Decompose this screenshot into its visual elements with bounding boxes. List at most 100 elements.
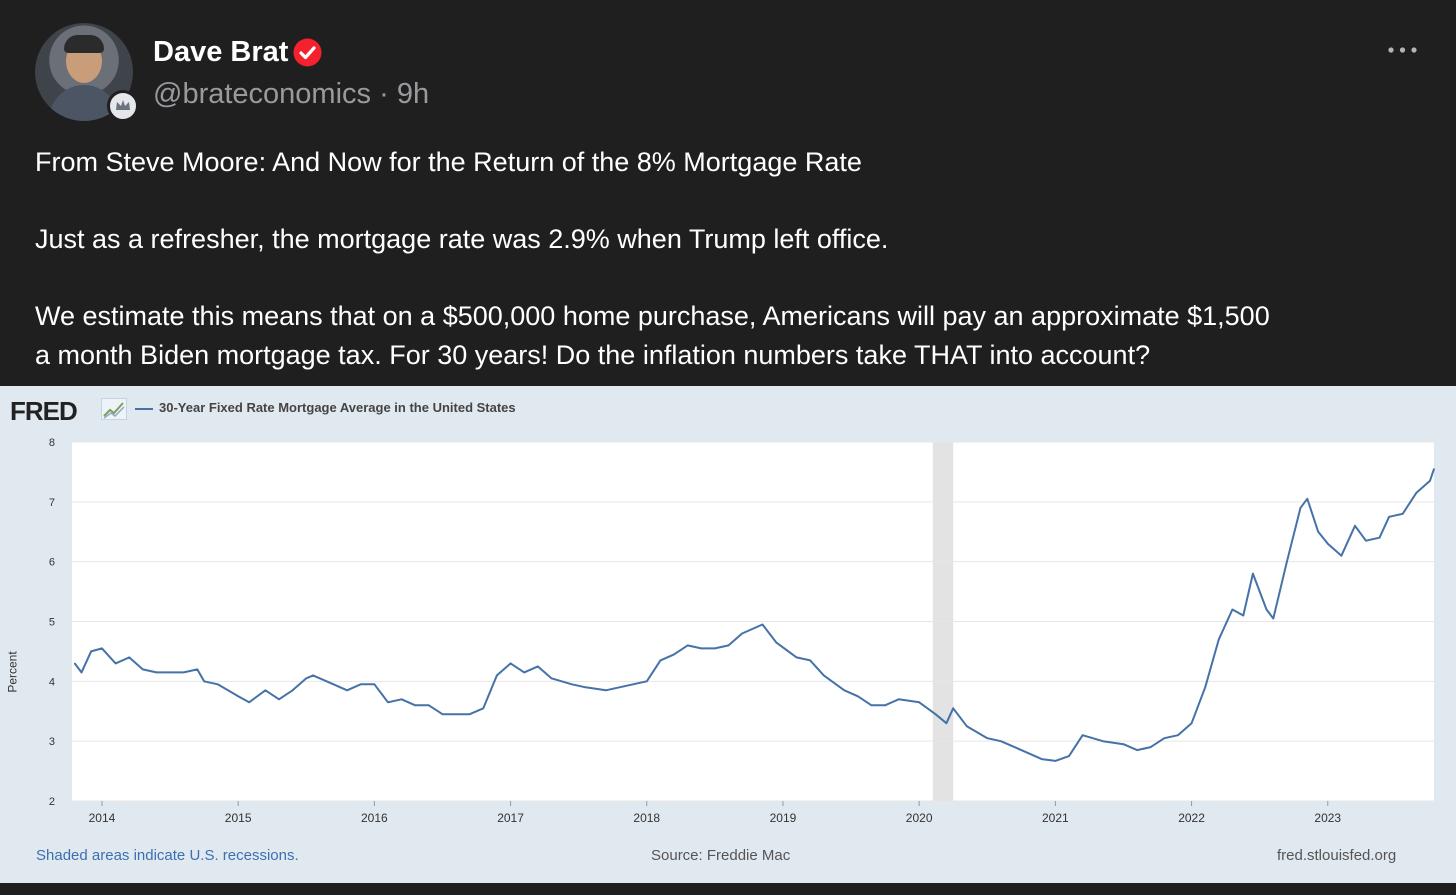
- post-age[interactable]: 9h: [396, 78, 430, 110]
- data-point: [332, 683, 335, 686]
- data-point: [1242, 614, 1245, 617]
- data-point: [1000, 740, 1002, 742]
- data-point: [182, 671, 185, 674]
- data-point: [1040, 758, 1043, 760]
- data-point: [523, 671, 525, 674]
- data-point: [659, 659, 662, 662]
- verified-check-icon: [293, 38, 322, 67]
- data-point: [373, 683, 376, 686]
- data-point: [1317, 530, 1320, 533]
- data-point: [482, 707, 485, 710]
- x-tick-label: 2020: [906, 811, 933, 825]
- data-point: [196, 668, 199, 671]
- post-paragraph: Just as a refresher, the mortgage rate w…: [35, 224, 889, 254]
- data-point: [1149, 746, 1152, 748]
- data-point: [1286, 560, 1288, 563]
- chart-site-link[interactable]: fred.stlouisfed.org: [1277, 847, 1397, 864]
- more-horizontal-icon[interactable]: [1387, 40, 1419, 60]
- data-point: [128, 656, 131, 659]
- data-point: [359, 683, 362, 686]
- data-point: [673, 653, 675, 656]
- data-point: [952, 707, 955, 710]
- data-point: [645, 680, 648, 683]
- x-tick-label: 2023: [1314, 811, 1341, 825]
- data-point: [509, 662, 512, 665]
- data-point: [278, 698, 280, 701]
- data-point: [966, 725, 968, 728]
- data-point: [387, 701, 389, 704]
- handle-line: @brateconomics · 9h: [153, 78, 429, 111]
- data-point: [1163, 737, 1166, 739]
- crown-badge-icon: [107, 90, 139, 122]
- data-point: [945, 722, 948, 725]
- chart-image[interactable]: FRED 30-Year Fixed Rate Mortgage Average…: [0, 386, 1456, 883]
- data-point: [312, 674, 314, 677]
- data-point: [1190, 722, 1193, 725]
- data-point: [1218, 638, 1220, 641]
- data-point: [1299, 507, 1302, 509]
- fred-logo: FRED: [10, 396, 78, 426]
- data-point: [934, 713, 937, 716]
- data-point: [809, 659, 812, 662]
- chart-series-name: 30-Year Fixed Rate Mortgage Average in t…: [159, 400, 516, 415]
- data-point: [714, 647, 716, 650]
- data-point: [428, 704, 430, 707]
- post-header: Dave Brat @brateconomics · 9h: [0, 0, 1456, 140]
- data-point: [441, 713, 444, 716]
- data-point: [537, 665, 539, 668]
- data-point: [237, 695, 239, 698]
- data-point: [1102, 740, 1104, 742]
- data-point: [101, 647, 103, 650]
- data-point: [1204, 686, 1206, 689]
- data-point: [884, 704, 886, 707]
- data-point: [918, 701, 920, 704]
- data-point: [455, 713, 457, 716]
- data-point: [775, 641, 777, 644]
- data-point: [1252, 572, 1254, 575]
- data-point: [1068, 755, 1070, 757]
- post-paragraph: From Steve Moore: And Now for the Return…: [35, 147, 862, 177]
- data-point: [1429, 480, 1431, 482]
- y-tick-label: 6: [49, 557, 55, 569]
- data-point: [1122, 743, 1125, 745]
- y-tick-label: 7: [49, 497, 55, 509]
- data-point: [73, 662, 76, 665]
- data-point: [468, 713, 471, 716]
- data-point: [1401, 513, 1404, 515]
- data-point: [1177, 734, 1179, 736]
- display-name[interactable]: Dave Brat: [153, 36, 289, 68]
- data-point: [1433, 468, 1435, 470]
- data-point: [700, 647, 703, 650]
- x-tick-label: 2015: [225, 811, 252, 825]
- data-point: [155, 671, 158, 674]
- data-point: [897, 698, 900, 701]
- x-tick-label: 2022: [1178, 811, 1205, 825]
- avatar-hair: [64, 35, 104, 53]
- data-point: [496, 674, 498, 677]
- chart-plot: 2 3 4 5 6 7 8 2014 2015 2016 2017 2018 2019 2020 2021 2…: [49, 437, 1435, 825]
- x-tick-label: 2019: [770, 811, 797, 825]
- data-point: [1272, 617, 1275, 620]
- data-point: [216, 683, 219, 686]
- data-point: [1265, 608, 1268, 611]
- data-point: [1013, 746, 1016, 748]
- y-tick-label: 4: [49, 676, 55, 688]
- data-point: [605, 689, 607, 692]
- handle[interactable]: @brateconomics: [153, 78, 372, 110]
- data-point: [761, 623, 764, 626]
- data-point: [346, 689, 348, 692]
- y-tick-label: 3: [49, 736, 55, 748]
- data-point: [400, 698, 403, 701]
- data-point: [1326, 542, 1329, 545]
- data-point: [686, 644, 689, 647]
- recession-note[interactable]: Shaded areas indicate U.S. recessions.: [36, 847, 299, 864]
- fred-sparkline-icon: [101, 398, 127, 420]
- data-point: [843, 689, 846, 692]
- data-point: [1081, 734, 1084, 736]
- y-tick-label: 2: [49, 796, 55, 808]
- data-point: [291, 689, 294, 692]
- data-point: [584, 686, 587, 689]
- post-paragraph: We estimate this means that on a $500,00…: [35, 301, 1270, 331]
- x-tick-label: 2021: [1042, 811, 1069, 825]
- data-point: [795, 656, 798, 659]
